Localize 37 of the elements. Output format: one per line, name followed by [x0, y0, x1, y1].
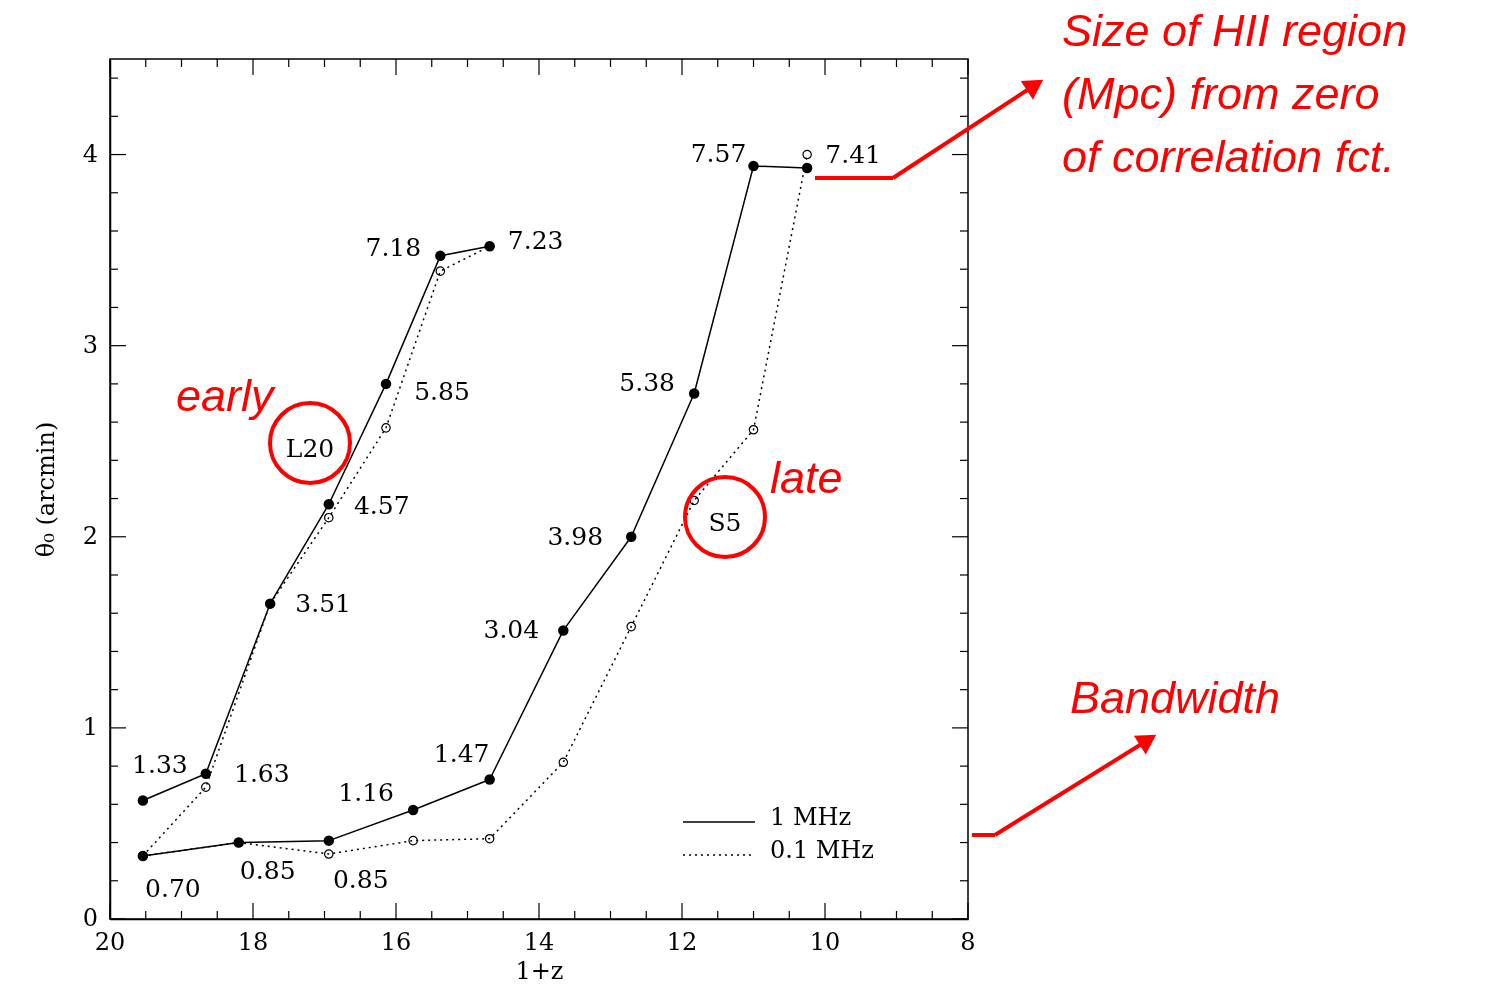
text: Bandwidth	[1070, 672, 1281, 723]
y-axis-title: θ₀ (arcmin)	[31, 421, 60, 558]
annotation: 5.85	[414, 376, 470, 406]
annotation: 3.51	[295, 588, 351, 618]
annotation: 1.16	[338, 778, 394, 808]
annotation: 0.85	[239, 855, 296, 885]
text: Size of HII region (Mpc) from zero of correlation fct.	[1062, 5, 1408, 182]
annotation: 1.63	[233, 758, 290, 788]
y-tick-label: 2	[82, 521, 98, 550]
y-tick-label: 1	[82, 712, 98, 741]
annotation: 7.23	[507, 226, 564, 256]
x-tick-label: 14	[523, 928, 555, 956]
annotation: 3.98	[547, 521, 604, 551]
annotation: 0.85	[332, 864, 389, 894]
annotation: 3.04	[483, 615, 540, 645]
annotation: 4.57	[353, 491, 410, 521]
annotation: 7.41	[825, 139, 881, 169]
x-tick-label: 16	[380, 928, 412, 956]
x-tick-label: 12	[666, 928, 698, 956]
annotation: late	[770, 452, 843, 503]
annotation: 7.18	[365, 232, 422, 262]
x-axis-title: 1+z	[515, 956, 564, 985]
x-tick-label: 8	[960, 928, 976, 956]
y-tick-label: 3	[82, 330, 98, 359]
annotation: 1.33	[132, 749, 188, 779]
annotation: L20	[285, 434, 335, 463]
annotation: 1.47	[433, 739, 490, 769]
x-tick-label: 18	[237, 928, 269, 956]
x-tick-label: 10	[809, 928, 841, 956]
annotation: 5.38	[619, 368, 675, 398]
annotation: 0.70	[145, 873, 201, 903]
annotation: early	[176, 370, 277, 421]
annotation: 7.57	[690, 139, 747, 169]
legend-label: 0.1 MHz	[770, 836, 874, 864]
legend-label: 1 MHz	[770, 803, 852, 831]
y-tick-label: 4	[82, 139, 98, 168]
annotation: S5	[708, 508, 742, 537]
